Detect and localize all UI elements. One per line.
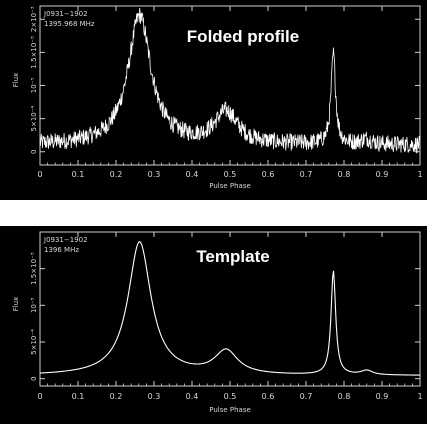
x-tick-label: 0 bbox=[37, 392, 42, 401]
x-tick-label: 0.6 bbox=[262, 170, 275, 179]
y-tick-label: 10⁻³ bbox=[30, 78, 38, 94]
folded-profile-panel: 0 0.1 0.2 0.3 0.4 0.5 0.6 0.7 0.8 0.9 1 0 5×10⁻⁴ 10⁻³… bbox=[0, 0, 427, 200]
x-tick-label: 0.1 bbox=[72, 170, 85, 179]
x-tick-label: 0.7 bbox=[300, 170, 313, 179]
y-tick-label: 10⁻³ bbox=[30, 297, 38, 313]
x-tick-label: 0.2 bbox=[110, 392, 123, 401]
series-line bbox=[39, 7, 421, 154]
x-axis-label: Pulse Phase bbox=[209, 182, 251, 190]
template-chart: 0 0.1 0.2 0.3 0.4 0.5 0.6 0.7 0.8 0.9 1 0 5×10⁻⁴ 10⁻³… bbox=[12, 231, 423, 414]
x-tick-label: 0.1 bbox=[72, 392, 85, 401]
frequency-label: 1396 MHz bbox=[44, 246, 79, 254]
y-axis-label: Flux bbox=[12, 297, 20, 312]
y-tick-label: 5×10⁻⁴ bbox=[30, 106, 38, 132]
folded-profile-chart: 0 0.1 0.2 0.3 0.4 0.5 0.6 0.7 0.8 0.9 1 0 5×10⁻⁴ 10⁻³… bbox=[12, 5, 423, 190]
x-tick-label: 0 bbox=[37, 170, 42, 179]
x-tick-label: 1 bbox=[417, 392, 422, 401]
x-tick-label: 0.5 bbox=[224, 392, 237, 401]
x-tick-label: 1 bbox=[417, 170, 422, 179]
y-tick-label: 0 bbox=[30, 150, 38, 154]
x-tick-label: 0.4 bbox=[186, 392, 199, 401]
x-tick-label: 0.5 bbox=[224, 170, 237, 179]
frequency-label: 1395.968 MHz bbox=[44, 20, 95, 28]
x-tick-label: 0.6 bbox=[262, 392, 275, 401]
y-tick-label: 1.5×10⁻³ bbox=[30, 36, 38, 69]
y-tick-label: 1.5×10⁻³ bbox=[30, 252, 38, 285]
x-axis-label: Pulse Phase bbox=[209, 406, 251, 414]
chart-title: Folded profile bbox=[187, 27, 299, 46]
pulsar-name-label: J0931−1902 bbox=[43, 236, 88, 244]
series-line bbox=[39, 241, 421, 376]
x-tick-label: 0.3 bbox=[148, 170, 161, 179]
x-tick-label: 0.4 bbox=[186, 170, 199, 179]
chart-title: Template bbox=[196, 247, 269, 266]
x-tick-label: 0.9 bbox=[376, 392, 389, 401]
x-tick-label: 0.3 bbox=[148, 392, 161, 401]
y-axis-label: Flux bbox=[12, 73, 20, 88]
pulsar-name-label: J0931−1902 bbox=[43, 10, 88, 18]
x-tick-label: 0.7 bbox=[300, 392, 313, 401]
y-tick-label: 0 bbox=[30, 376, 38, 380]
x-tick-label: 0.8 bbox=[338, 392, 351, 401]
y-tick-label: 5×10⁻⁴ bbox=[30, 329, 38, 355]
x-tick-label: 0.2 bbox=[110, 170, 123, 179]
y-tick-label: 2×10⁻³ bbox=[30, 6, 38, 32]
template-panel: 0 0.1 0.2 0.3 0.4 0.5 0.6 0.7 0.8 0.9 1 0 5×10⁻⁴ 10⁻³… bbox=[0, 226, 427, 424]
x-tick-label: 0.9 bbox=[376, 170, 389, 179]
x-tick-label: 0.8 bbox=[338, 170, 351, 179]
